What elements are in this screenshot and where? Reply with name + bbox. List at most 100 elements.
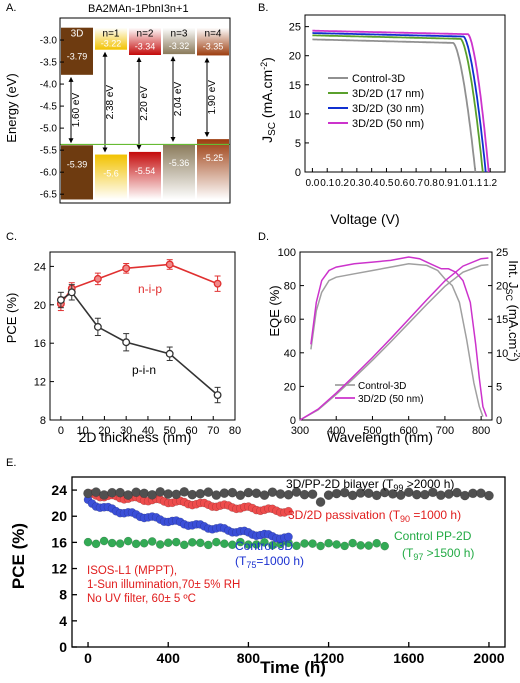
panel-d-ylabel: EQE (%) (267, 285, 282, 336)
x-tick-label: 0.0 (305, 178, 319, 189)
panel-e: E. 0 4 8 12 16 20 24 0 400 800 1200 1600 2000 3D/PP-2… (6, 457, 506, 677)
y-tick-label: -6.5 (40, 190, 58, 201)
data-point (460, 490, 470, 501)
x-tick-label: 0.1 (320, 178, 334, 189)
data-point (83, 488, 93, 499)
x-tick-label: 0.2 (335, 178, 349, 189)
data-point (93, 322, 102, 331)
x-tick-label: 0.9 (439, 178, 453, 189)
panel-e-plot: 0 4 8 12 16 20 24 0 400 800 1200 1600 2000 3D/PP-2D b… (51, 476, 506, 666)
x-tick-label: 10 (77, 425, 89, 437)
data-point (99, 490, 109, 500)
data-point (91, 539, 101, 549)
data-point (203, 540, 213, 550)
y-tick-label: 20 (289, 51, 301, 63)
y-tick-label: -3.5 (40, 58, 58, 69)
data-point (171, 489, 182, 500)
data-point (340, 541, 349, 551)
data-point (123, 536, 133, 546)
y2-tick-label: 15 (496, 314, 508, 326)
category-label: n=3 (171, 29, 188, 40)
panel-d-y2label: Int. JSC (mA.cm-2) (504, 260, 520, 361)
data-point (252, 540, 261, 549)
conduction-band-bar (197, 27, 229, 56)
y-tick-label: 0 (290, 415, 296, 427)
data-point (236, 537, 245, 547)
legend-label: Control-3D (358, 381, 406, 392)
data-point (307, 489, 318, 500)
legend-label: 3D/2D (50 nm) (352, 118, 424, 130)
data-point (251, 488, 262, 499)
data-point (179, 540, 189, 550)
data-point (171, 537, 181, 547)
cbm-value-label: -3.22 (101, 39, 122, 49)
data-point (122, 338, 131, 347)
data-point (300, 539, 309, 548)
y2-tick-label: 25 (496, 247, 508, 259)
conduction-band-bar (95, 27, 127, 50)
cbm-value-label: -3.79 (67, 51, 88, 61)
data-point (99, 536, 109, 546)
bandgap-label: 1.60 eV (71, 92, 82, 127)
panel-b-plot: 0 5 10 15 20 25 0.0 0.1 0.2 0.3 0.4 0.5 0.6 0.7 0.8 0.9… (289, 14, 506, 189)
data-point (115, 539, 125, 548)
series-label-pp2d: Control PP-2D (394, 529, 472, 543)
category-label: n=4 (205, 29, 222, 40)
arrow-head (170, 56, 176, 62)
data-point (165, 349, 174, 358)
x-tick-label: 800 (237, 650, 261, 666)
bandgap-label: 1.90 eV (207, 80, 218, 115)
arrow-head (204, 132, 210, 138)
y2-tick-label: 20 (496, 281, 508, 293)
y2-tick-label: 5 (496, 381, 502, 393)
y-tick-label: -5.0 (40, 124, 58, 135)
vbm-value-label: -5.54 (135, 166, 156, 176)
panel-c-label: C. (6, 231, 17, 243)
data-point (107, 538, 117, 548)
data-point (484, 490, 494, 501)
x-tick-label: 20 (98, 425, 110, 437)
arrow-head (68, 138, 74, 144)
y-tick-label: 80 (284, 281, 296, 293)
valence-band-bar (163, 143, 195, 200)
panel-a: A. BA2MAn-1PbnI3n+1 3D -3.79 -5.39 1.60 eV n… (4, 2, 231, 204)
data-point (131, 539, 141, 549)
x-tick-label: 400 (327, 425, 345, 437)
data-point (476, 488, 486, 499)
cbm-value-label: -3.32 (169, 41, 190, 51)
panel-c-plot: 8 12 16 20 24 0 10 20 30 40 50 60 70 80 n-i-p p-i-n (34, 251, 241, 437)
data-point (195, 488, 206, 499)
data-point (419, 489, 430, 500)
data-point (147, 537, 157, 546)
x-tick-label: 80 (229, 425, 241, 437)
y-tick-label: -5.5 (40, 146, 58, 157)
panel-e-xlabel: Time (h) (260, 658, 326, 677)
data-point (195, 538, 205, 548)
jv-curve (312, 34, 484, 173)
data-point (348, 538, 357, 548)
x-tick-label: 500 (363, 425, 381, 437)
data-point (56, 296, 65, 304)
data-point (213, 391, 222, 399)
data-point (93, 274, 102, 283)
category-label: 3D (71, 29, 84, 40)
panel-b-xlabel: Voltage (V) (330, 211, 399, 227)
data-point (372, 538, 382, 548)
category-label: n=1 (103, 29, 120, 40)
x-tick-label: 0 (58, 425, 64, 437)
x-tick-label: 50 (164, 425, 176, 437)
data-point (356, 541, 366, 550)
y-tick-label: 8 (59, 587, 67, 603)
x-tick-label: 0.8 (424, 178, 438, 189)
panel-b-label: B. (258, 2, 268, 14)
y-tick-label: 16 (34, 338, 46, 350)
x-tick-label: 30 (120, 425, 132, 437)
data-point (228, 540, 237, 550)
series-label-nip: n-i-p (138, 282, 162, 296)
jv-curve (312, 29, 490, 173)
data-point (83, 537, 93, 547)
x-tick-label: 0 (84, 650, 92, 666)
x-tick-label: 1600 (393, 650, 424, 666)
x-tick-label: 60 (185, 425, 197, 437)
